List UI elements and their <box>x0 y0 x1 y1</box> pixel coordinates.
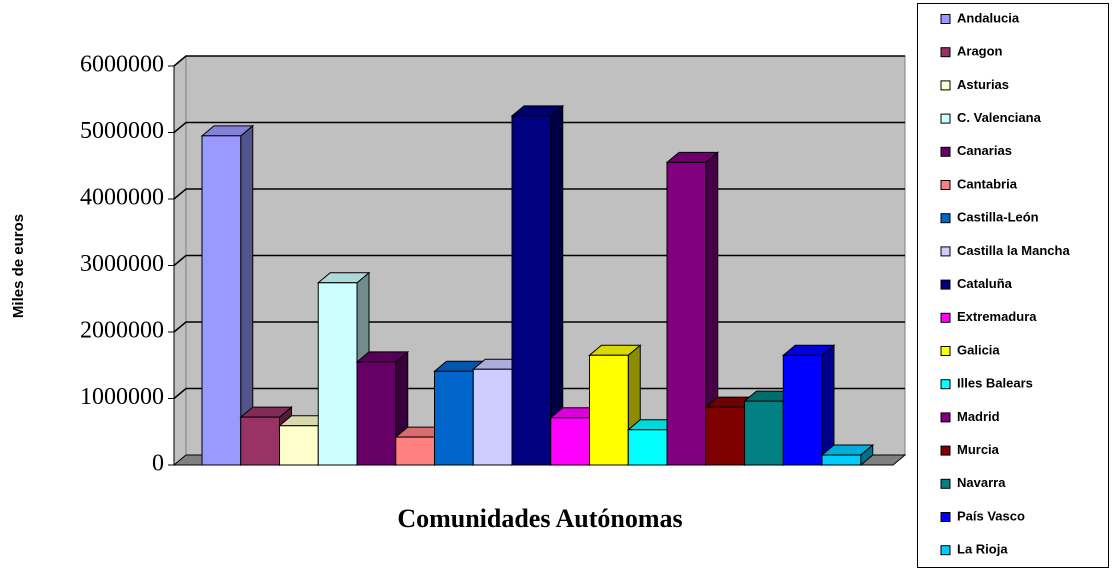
y-tick-label: 5000000 <box>80 118 164 144</box>
legend-label: Asturias <box>957 77 1009 92</box>
grid-line <box>173 188 905 200</box>
y-tick-label: 3000000 <box>80 251 164 277</box>
bar <box>434 370 474 466</box>
bar <box>744 400 784 466</box>
grid-line <box>173 387 905 400</box>
y-tick-label: 1000000 <box>80 384 164 410</box>
legend-swatch <box>940 512 951 522</box>
legend-swatch <box>940 213 951 224</box>
legend-label: Madrid <box>957 409 1000 424</box>
legend-label: Aragon <box>957 44 1003 59</box>
legend-label: País Vasco <box>957 508 1025 523</box>
bar <box>317 282 358 466</box>
legend-label: C. Valenciana <box>957 110 1042 125</box>
legend-label: Castilla-León <box>957 210 1039 225</box>
bar <box>550 417 590 466</box>
legend-swatch <box>940 146 951 157</box>
legend-label: Navarra <box>957 475 1006 490</box>
bar <box>589 354 629 466</box>
legend-swatch <box>940 545 951 556</box>
legend-label: Canarias <box>957 143 1012 158</box>
y-tick-label: 2000000 <box>80 318 164 344</box>
bar <box>821 454 862 466</box>
legend-swatch <box>940 113 951 124</box>
legend-label: Andalucia <box>957 10 1020 25</box>
legend-label: Extremadura <box>957 309 1037 324</box>
bar <box>627 429 668 466</box>
y-tick-label: 6000000 <box>80 52 164 78</box>
grid-line <box>173 55 905 67</box>
y-tick-label: 0 <box>152 451 164 477</box>
bar <box>201 135 242 466</box>
bar <box>511 115 552 466</box>
legend-label: Illes Balears <box>957 376 1033 391</box>
bar <box>395 436 435 466</box>
y-axis-title: Miles de euros <box>10 214 27 318</box>
legend-swatch <box>940 180 951 190</box>
legend-swatch <box>940 279 951 290</box>
legend-swatch <box>940 478 951 489</box>
grid-line <box>173 254 905 267</box>
legend-label: Cantabria <box>957 176 1018 191</box>
grid-line <box>173 121 905 134</box>
bar <box>356 361 397 466</box>
bar <box>279 425 319 466</box>
bar <box>666 161 707 466</box>
y-tick-label: 4000000 <box>80 185 164 211</box>
legend-label: La Rioja <box>957 542 1008 557</box>
legend-label: Galicia <box>957 342 1000 357</box>
legend-swatch <box>940 412 951 423</box>
legend-label: Murcia <box>957 442 1000 457</box>
grid-line <box>173 321 905 333</box>
legend-swatch <box>940 246 951 257</box>
bar <box>240 416 280 466</box>
legend-swatch <box>940 346 951 356</box>
bar <box>782 354 823 466</box>
legend-swatch <box>940 379 951 390</box>
legend-swatch <box>940 47 951 58</box>
legend-swatch <box>940 312 951 323</box>
bar <box>472 368 513 466</box>
legend-swatch <box>940 445 951 456</box>
legend-swatch <box>940 14 951 24</box>
bar <box>705 406 745 466</box>
legend-label: Castilla la Mancha <box>957 243 1070 258</box>
x-axis-title: Comunidades Autónomas <box>397 504 682 533</box>
legend-swatch <box>940 80 951 91</box>
legend-label: Cataluña <box>957 276 1013 291</box>
